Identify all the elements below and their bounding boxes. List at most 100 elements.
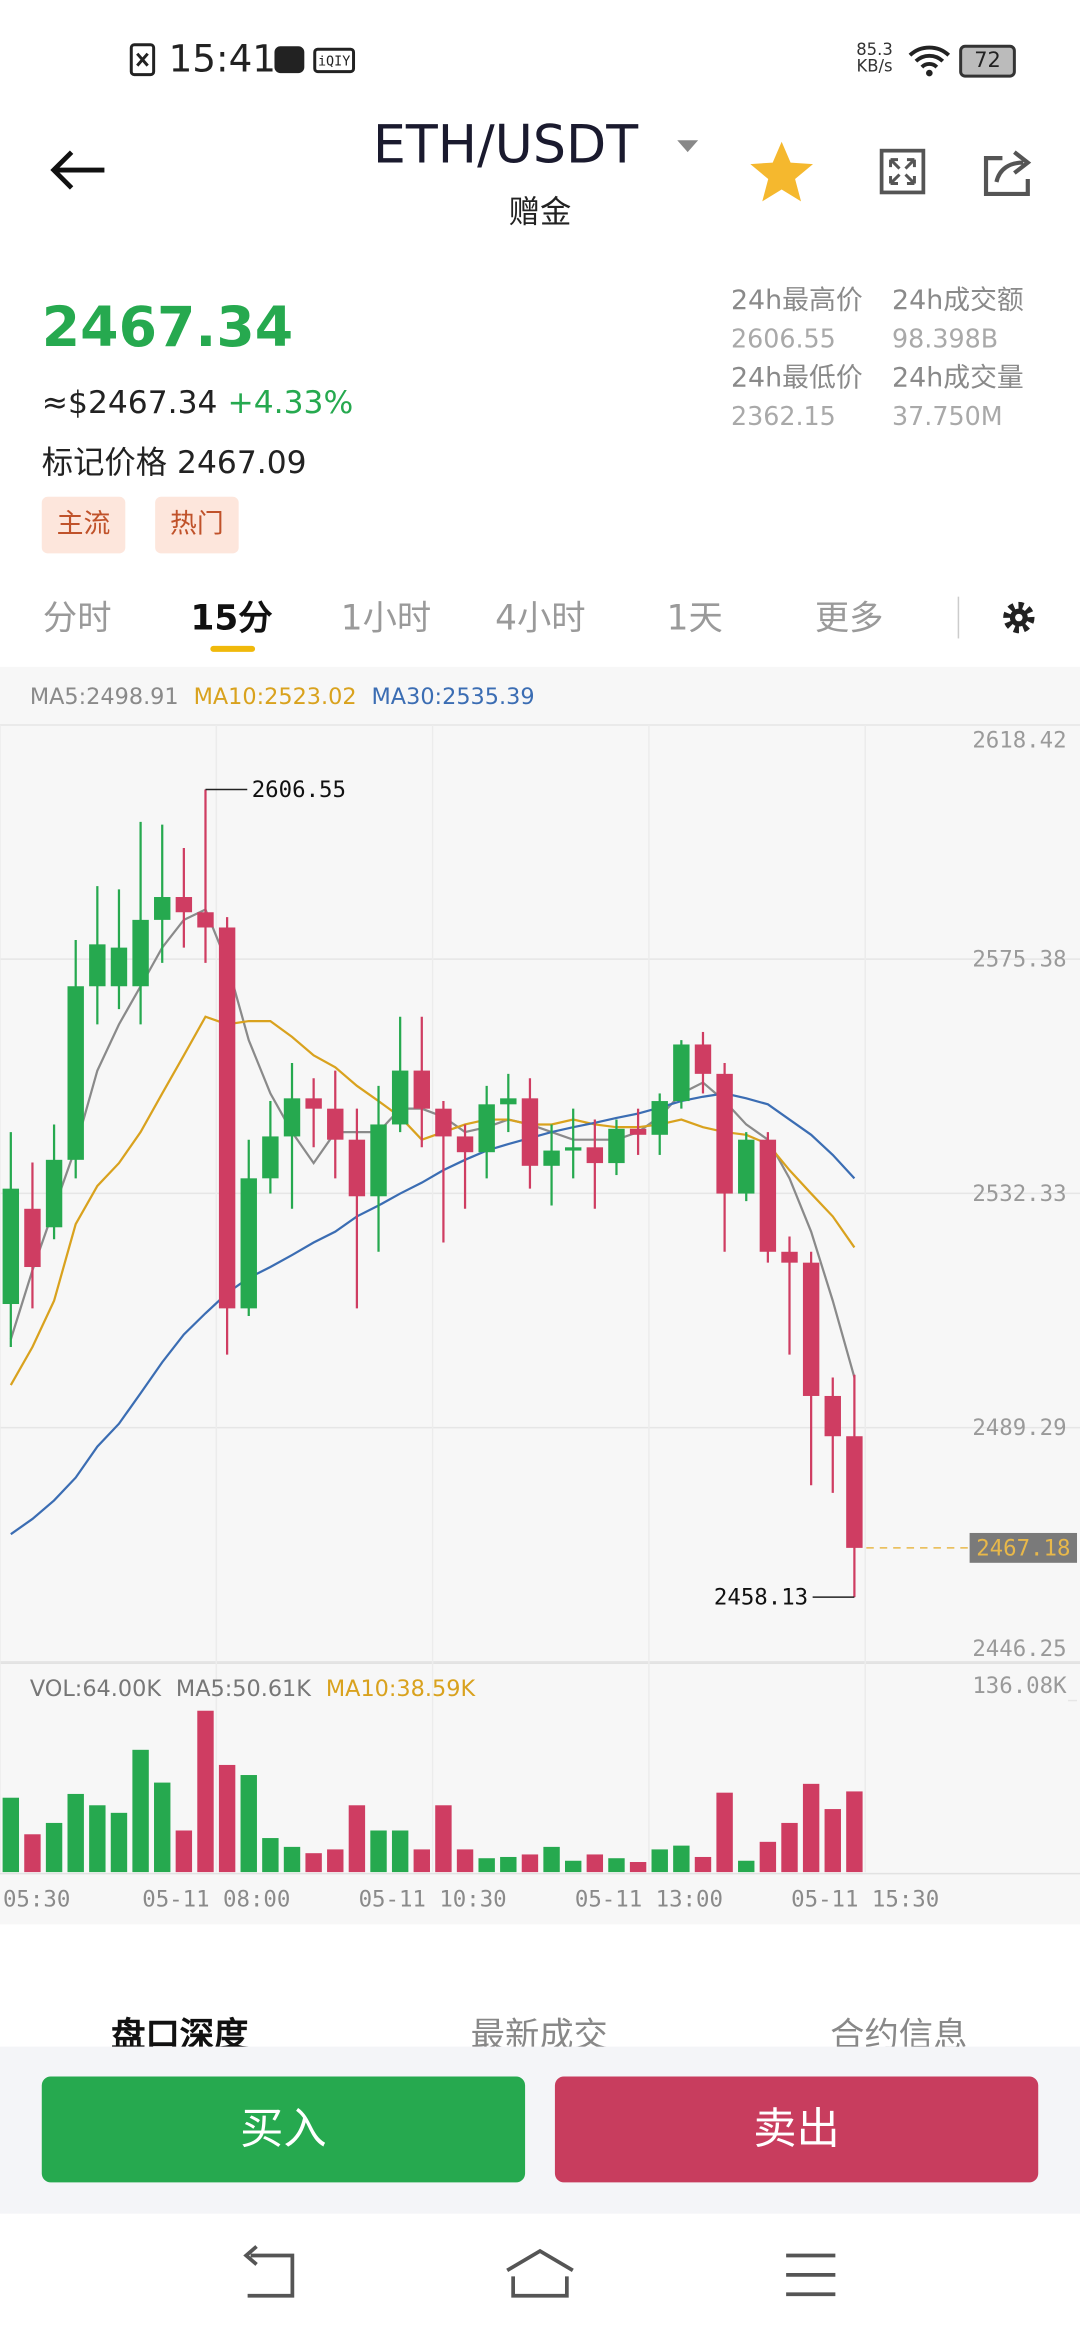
tag: 主流	[41, 496, 126, 554]
svg-text:iQIY: iQIY	[318, 55, 350, 70]
candle-body	[240, 1178, 257, 1309]
divider	[957, 596, 960, 639]
candle-body	[802, 1262, 820, 1396]
candle-body	[651, 1101, 668, 1135]
buy-button[interactable]: 买入	[41, 2076, 526, 2183]
candle-body	[175, 897, 193, 913]
legend-entry: MA10:2523.02	[194, 684, 357, 710]
candle-body	[348, 1139, 366, 1197]
y-tick-label: 2532.33	[972, 1181, 1066, 1207]
x-tick-label: 05-11 08:00	[142, 1886, 290, 1912]
volume-bar	[586, 1854, 604, 1873]
candle-body	[846, 1436, 863, 1548]
volume-bar	[197, 1710, 214, 1873]
candle-body	[218, 927, 236, 1309]
stat-value: 37.750M	[892, 402, 1003, 433]
share-button[interactable]	[982, 146, 1039, 197]
candle-body	[629, 1128, 647, 1135]
speed-value: 85.3	[856, 40, 893, 60]
volume-bar	[738, 1860, 755, 1873]
candle-body	[608, 1128, 625, 1164]
timeframe-tab[interactable]: 分时	[42, 599, 112, 639]
candle-body	[738, 1139, 755, 1194]
volume-bar	[283, 1846, 301, 1873]
tags: 主流 热门	[41, 496, 269, 554]
nav-back[interactable]	[243, 2245, 295, 2298]
timeframe-tab[interactable]: 4小时	[495, 599, 586, 639]
pair-title[interactable]: ETH/USDT	[372, 116, 639, 177]
notification-icon	[129, 43, 156, 77]
volume-bar	[456, 1849, 474, 1873]
battery: 72	[959, 44, 1016, 78]
volume-bar	[305, 1853, 322, 1873]
candle-body	[478, 1104, 495, 1153]
back-button[interactable]	[48, 146, 111, 194]
timeframe-tab[interactable]: 15分	[154, 589, 308, 652]
candle-body	[716, 1073, 733, 1194]
pair-subtitle: 赠金	[508, 193, 572, 230]
annotation-label: 2606.55	[252, 777, 346, 803]
x-tick-label: 05-11 15:30	[791, 1886, 939, 1912]
candle-body	[781, 1251, 798, 1263]
volume-bar	[370, 1830, 387, 1873]
nav-menu[interactable]	[786, 2253, 836, 2297]
candle-body	[564, 1147, 582, 1151]
nav-home[interactable]	[506, 2248, 574, 2298]
volume-bar	[45, 1822, 63, 1873]
timeframe-tab[interactable]: 更多	[814, 599, 884, 639]
favorite-star[interactable]	[749, 139, 815, 205]
fullscreen-button[interactable]	[879, 148, 927, 196]
candle-body	[45, 1159, 63, 1228]
usd-price: ≈$2467.34	[41, 384, 218, 421]
candle-body	[305, 1098, 322, 1109]
volume-bar	[824, 1809, 841, 1873]
volume-bar	[24, 1834, 41, 1873]
candle-body	[759, 1139, 777, 1252]
y-tick-label: 136.08K	[972, 1673, 1067, 1699]
volume-bar	[716, 1792, 733, 1873]
timeframe-tab[interactable]: 1小时	[340, 599, 432, 639]
volume-bar	[67, 1793, 84, 1873]
volume-legend: VOL:64.00K	[30, 1676, 163, 1702]
stat-value: 2606.55	[730, 325, 836, 356]
tag: 热门	[155, 496, 239, 554]
volume-bar	[651, 1849, 668, 1873]
wifi-icon	[908, 45, 951, 77]
speed-unit: KB/s	[856, 56, 893, 77]
candle-body	[824, 1395, 841, 1437]
volume-bar	[2, 1797, 20, 1873]
dropdown-icon[interactable]	[676, 139, 700, 154]
mark-price: 2467.09	[177, 444, 307, 481]
settings-button[interactable]	[1001, 600, 1037, 636]
volume-bar	[348, 1805, 366, 1873]
volume-bar	[608, 1858, 625, 1873]
candle-body	[413, 1070, 430, 1109]
candle-body	[154, 897, 171, 920]
volume-legend: MA5:50.61K	[176, 1676, 312, 1702]
volume-bar	[89, 1805, 106, 1873]
net-speed: 85.3 KB/s	[856, 42, 893, 75]
candle-body	[370, 1124, 387, 1197]
price-change: +4.33%	[227, 384, 354, 421]
volume-bar	[413, 1849, 430, 1873]
mark-price-label: 标记价格	[41, 444, 168, 481]
timeframe-tab[interactable]: 1天	[666, 599, 723, 639]
sell-button[interactable]: 卖出	[554, 2076, 1039, 2183]
x-tick-label: 05-11 10:30	[359, 1886, 507, 1912]
mark-row: 标记价格 2467.09	[42, 439, 307, 484]
y-tick-label: 2489.29	[972, 1415, 1066, 1441]
last-price-box	[969, 1532, 1078, 1563]
candle-body	[262, 1136, 279, 1179]
volume-bar	[327, 1849, 344, 1873]
volume-bar	[175, 1830, 193, 1873]
candle-body	[543, 1150, 560, 1166]
candle-body	[327, 1108, 344, 1140]
volume-bar	[629, 1862, 647, 1873]
volume-bar	[564, 1860, 582, 1873]
volume-bar	[240, 1775, 257, 1873]
candle-body	[2, 1188, 20, 1305]
timeframe-tabs: 分时 15分 1小时 4小时 1天 更多	[0, 589, 926, 652]
candle-body	[24, 1208, 41, 1268]
stat-value: 98.398B	[892, 325, 999, 356]
